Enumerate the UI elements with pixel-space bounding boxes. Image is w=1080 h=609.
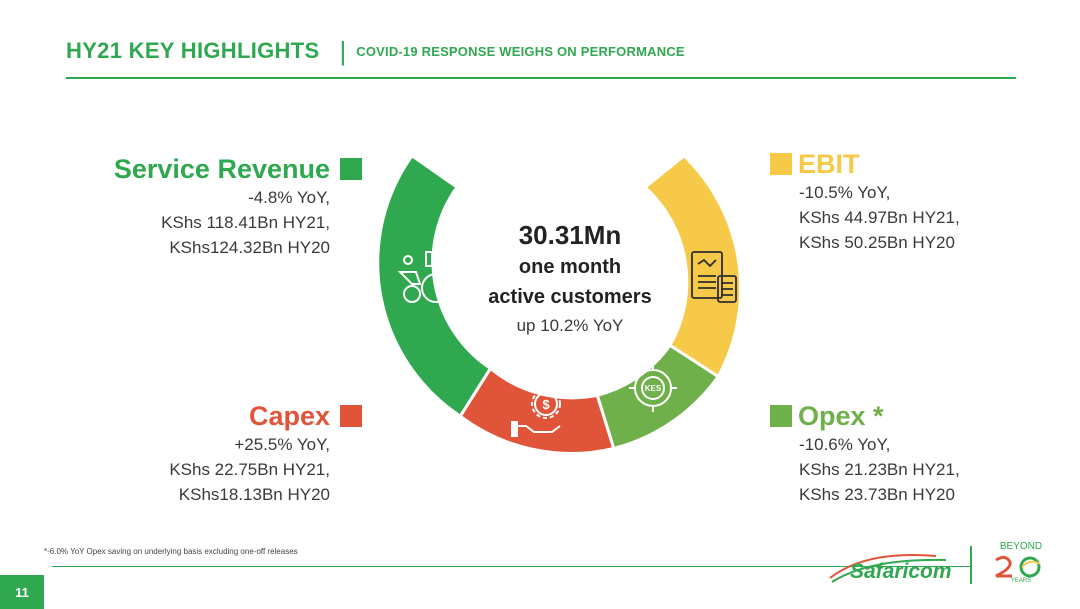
ebit-yoy: -10.5% YoY, [799,183,891,202]
opex-title: Opex * [798,401,884,431]
service-revenue-block: Service Revenue -4.8% YoY, KShs 118.41Bn… [100,153,362,260]
customers-growth: up 10.2% YoY [516,316,624,335]
opex-block: Opex * -10.6% YoY, KShs 21.23Bn HY21, KS… [770,400,1030,507]
report-calculator-icon [691,251,737,303]
ebit-block: EBIT -10.5% YoY, KShs 44.97Bn HY21, KShs… [770,148,1030,255]
twenty-years-icon [995,555,1041,578]
header: HY21 KEY HIGHLIGHTS | COVID-19 RESPONSE … [66,38,685,64]
header-rule [66,77,1016,79]
brand-name: Safaricom [850,560,952,583]
safaricom-swoosh-icon [829,553,947,583]
service-revenue-yoy: -4.8% YoY, [248,188,330,207]
page-subtitle: COVID-19 RESPONSE WEIGHS ON PERFORMANCE [356,43,685,59]
customers-line1: one month [518,256,622,278]
svg-text:$: $ [542,397,550,412]
footnote: *-6.0% YoY Opex saving on underlying bas… [44,547,298,556]
logo-separator [970,546,972,584]
ebit-hy21: KShs 44.97Bn HY21, [799,208,960,227]
beyond-20-logo: BEYOND YEARS [990,541,1052,584]
capex-segment [458,366,616,455]
customers-line2: active customers [488,286,652,308]
opex-hy20: KShs 23.73Bn HY20 [799,485,955,504]
service-revenue-hy20: KShs124.32Bn HY20 [169,238,330,257]
lightgreen-square-icon [770,405,792,427]
opex-hy21: KShs 21.23Bn HY21, [799,460,960,479]
page-number: 11 [0,575,44,609]
beyond-label: BEYOND [999,541,1043,552]
opex-segment [595,343,721,451]
service-revenue-title: Service Revenue [113,154,330,184]
years-label: YEARS [1010,578,1032,584]
center-metric: 30.31Mn one month active customers up 10… [470,218,670,340]
green-square-icon [340,158,362,180]
capex-block: Capex +25.5% YoY, KShs 22.75Bn HY21, KSh… [100,400,362,507]
opex-yoy: -10.6% YoY, [799,435,891,454]
capex-title: Capex [248,401,330,431]
page-title: HY21 KEY HIGHLIGHTS [66,38,320,63]
kes-label: KES [645,384,662,393]
capex-yoy: +25.5% YoY, [234,435,330,454]
service-revenue-hy21: KShs 118.41Bn HY21, [161,213,330,232]
capex-hy21: KShs 22.75Bn HY21, [169,460,330,479]
customers-value: 30.31Mn [518,220,622,250]
yellow-square-icon [770,153,792,175]
people-chart-icon [397,251,451,303]
hand-dollar-gear-icon: $ [511,389,561,437]
footer-rule [52,566,972,567]
red-square-icon [340,405,362,427]
kes-target-icon [629,364,677,412]
ebit-hy20: KShs 50.25Bn HY20 [799,233,955,252]
title-separator: | [339,36,347,66]
ebit-title: EBIT [798,149,860,179]
capex-hy20: KShs18.13Bn HY20 [178,485,330,504]
